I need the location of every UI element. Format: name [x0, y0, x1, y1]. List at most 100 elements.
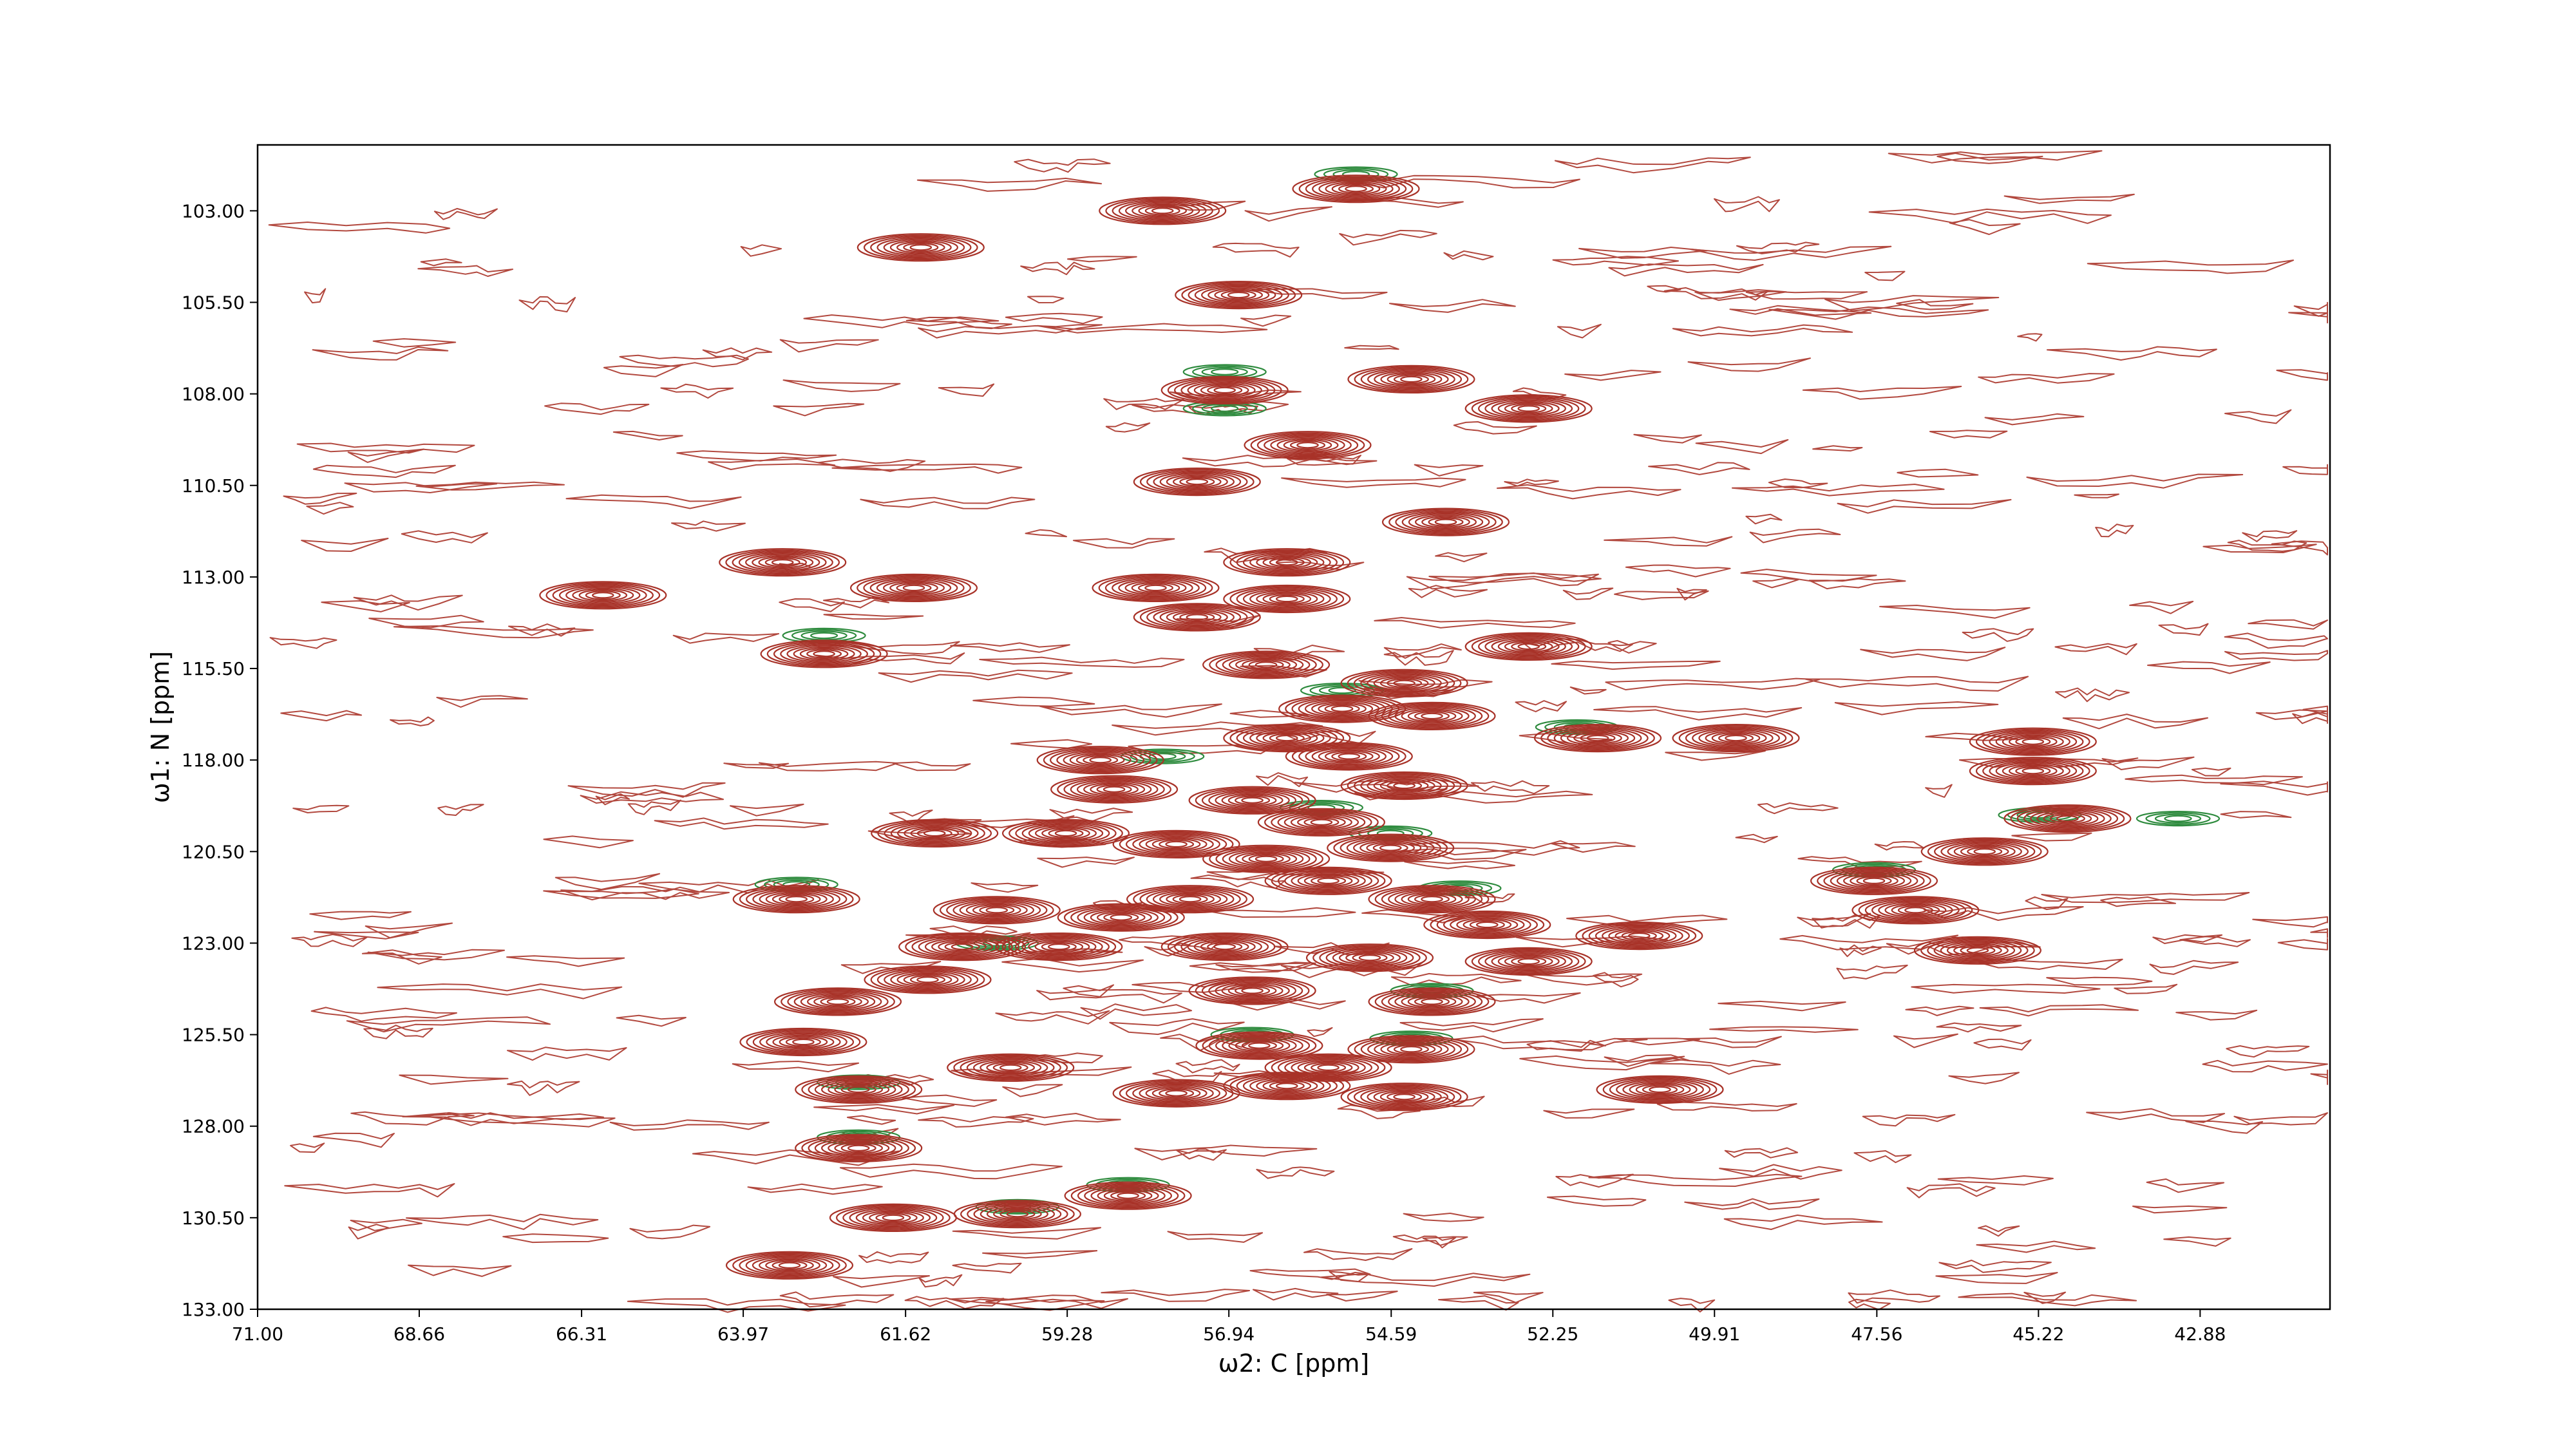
contour-level: [1096, 784, 1132, 794]
contour-level: [1553, 728, 1642, 748]
noise-contour: [1868, 208, 2112, 224]
contour-level: [1582, 923, 1697, 949]
positive-peak: [732, 885, 860, 914]
contour-level: [758, 556, 808, 569]
contour-level: [898, 932, 1027, 961]
contour-level: [973, 1204, 1062, 1224]
contour-level: [1823, 869, 1925, 893]
noise-contour: [1383, 643, 1462, 658]
noise-contour: [1287, 455, 1361, 466]
contour-level: [1394, 707, 1470, 725]
contour-level: [1374, 703, 1490, 729]
contour-level: [1223, 723, 1351, 753]
contour-level: [1211, 405, 1239, 412]
contour-level: [1388, 706, 1476, 726]
contour-level: [1187, 938, 1262, 956]
contour-level: [1054, 829, 1077, 837]
positive-peak: [1112, 829, 1240, 859]
y-axis-label: ω1: N [ppm]: [146, 651, 175, 803]
noise-contour: [1848, 1298, 1891, 1311]
contour-level: [1249, 1077, 1325, 1095]
noise-contour: [1002, 1084, 1063, 1097]
contour-level: [960, 1056, 1061, 1079]
contour-level: [1125, 832, 1227, 856]
positive-peak: [1188, 976, 1316, 1005]
contour-level: [2010, 806, 2125, 832]
contour-level: [999, 1064, 1022, 1072]
noise-contour: [1836, 964, 1908, 980]
contour-level: [1960, 945, 1996, 956]
contour-level: [1303, 1061, 1353, 1074]
noise-contour: [2158, 623, 2209, 636]
contour-level: [1379, 677, 1429, 690]
noise-contour: [2220, 811, 2292, 819]
contour-level: [972, 1059, 1048, 1077]
contour-level: [863, 234, 978, 261]
contour-level: [778, 1262, 801, 1269]
noise-contour: [747, 1183, 883, 1195]
noise-contour: [390, 716, 435, 726]
contour-level: [1222, 1036, 1297, 1055]
noise-contour: [1039, 703, 1222, 718]
contour-level: [1311, 747, 1387, 766]
contour-level: [1207, 385, 1243, 395]
positive-peak: [1126, 885, 1255, 914]
contour-level: [1090, 910, 1152, 925]
positive-peak: [1223, 723, 1351, 753]
contour-level: [1255, 661, 1278, 668]
positive-peak: [1368, 885, 1496, 914]
contour-level: [1208, 790, 1296, 811]
y-tick-label: 120.50: [182, 841, 245, 862]
noise-contour: [779, 1291, 895, 1308]
contour-level: [864, 965, 992, 994]
contour-level: [871, 819, 999, 848]
contour-level: [1560, 729, 1636, 747]
contour-level: [1057, 776, 1171, 802]
positive-peak: [1264, 1053, 1392, 1082]
noise-contour: [1709, 1026, 1859, 1033]
contour-level: [1318, 703, 1367, 715]
noise-contour: [567, 782, 726, 798]
positive-peak: [1223, 548, 1351, 577]
noise-contour: [1948, 1072, 2020, 1084]
contour-level: [876, 968, 979, 992]
contour-level: [1242, 589, 1331, 609]
contour-level: [1311, 1063, 1347, 1073]
contour-level: [1830, 871, 1918, 891]
contour-level: [1298, 176, 1414, 202]
noise-contour: [1512, 387, 1567, 399]
contour-level: [1940, 942, 2016, 960]
contour-level: [1188, 786, 1316, 815]
contour-level: [995, 932, 1123, 961]
noise-contour: [840, 961, 942, 974]
noise-contour: [1504, 478, 1559, 487]
contour-level: [842, 1206, 944, 1229]
noise-contour: [1543, 1108, 1635, 1119]
contour-level: [1180, 936, 1269, 957]
contour-level: [814, 1138, 903, 1159]
noise-contour: [902, 1094, 998, 1107]
contour-level: [1146, 889, 1235, 909]
contour-level: [2056, 815, 2079, 822]
contour-level: [931, 939, 994, 954]
noise-contour: [1607, 639, 1657, 654]
positive-peak: [1202, 844, 1331, 873]
noise-contour: [2087, 260, 2295, 274]
contour-level: [1151, 1087, 1201, 1099]
contour-level: [1228, 849, 1304, 868]
contour-level: [1628, 932, 1651, 940]
contour-level: [1215, 653, 1317, 677]
noise-contour: [2095, 524, 2134, 538]
contour-level: [545, 582, 661, 609]
y-tick-label: 118.00: [182, 750, 245, 771]
positive-peak: [1340, 668, 1468, 697]
noise-contour: [312, 346, 449, 361]
contour-level: [1817, 867, 1931, 894]
noise-contour: [2062, 714, 2208, 730]
contour-level: [1064, 1181, 1192, 1210]
noise-contour: [672, 632, 780, 644]
contour-level: [1387, 373, 1436, 386]
noise-contour: [1112, 721, 1323, 736]
positive-peak: [725, 1251, 854, 1280]
contour-level: [1083, 782, 1146, 797]
